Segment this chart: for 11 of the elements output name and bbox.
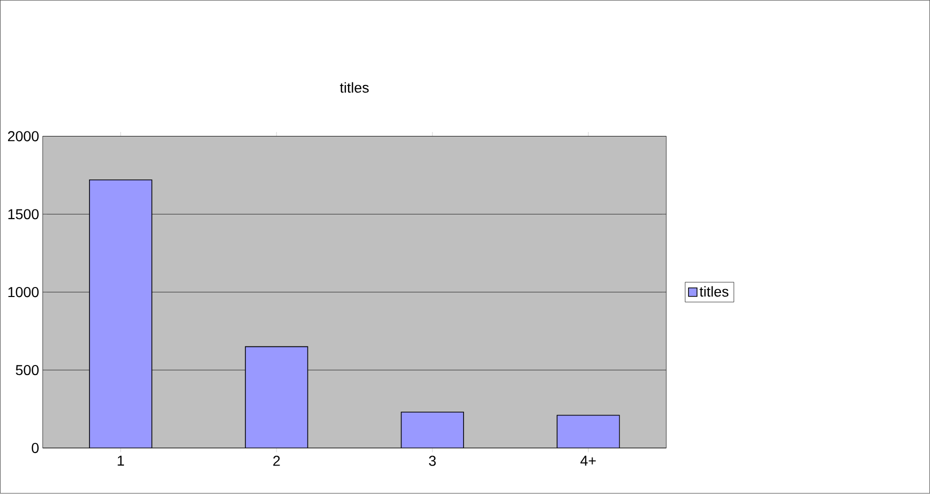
legend-label: titles — [700, 286, 728, 297]
y-tick-label: 1000 — [8, 287, 39, 298]
y-tick-label: 2000 — [8, 131, 39, 142]
x-tick-label: 1 — [118, 456, 124, 466]
x-tick-label: 4+ — [580, 456, 596, 466]
y-tick-label: 500 — [16, 365, 39, 376]
y-tick-label: 1500 — [8, 209, 39, 220]
x-tick-label: 2 — [273, 456, 280, 466]
y-tick-label: 0 — [32, 443, 39, 454]
chart-title: titles — [340, 82, 369, 93]
x-tick-label: 3 — [428, 456, 436, 466]
